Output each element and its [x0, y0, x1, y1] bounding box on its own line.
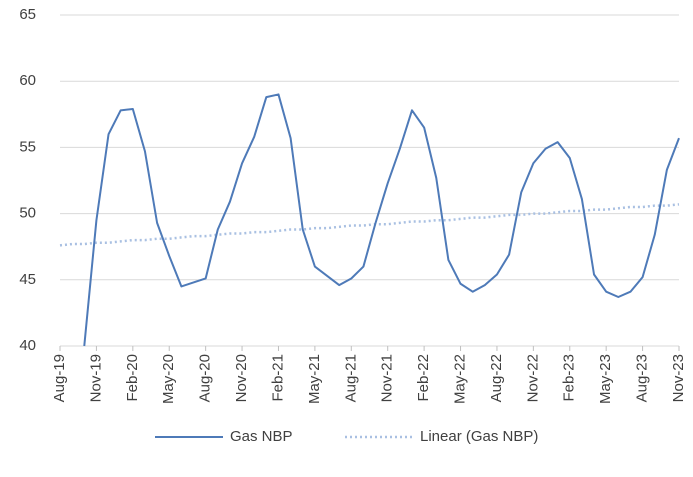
- x-tick-label: Feb-20: [124, 354, 141, 402]
- x-tick-label: Aug-20: [197, 354, 214, 402]
- y-tick-label: 40: [19, 337, 36, 354]
- y-tick-label: 55: [19, 138, 36, 155]
- x-tick-label: Nov-21: [379, 354, 396, 402]
- x-tick-label: Aug-21: [342, 354, 359, 402]
- y-tick-label: 45: [19, 271, 36, 288]
- x-tick-label: Nov-20: [233, 354, 250, 402]
- x-tick-label: Nov-19: [87, 354, 104, 402]
- y-tick-label: 65: [19, 6, 36, 23]
- x-tick-label: Nov-22: [524, 354, 541, 402]
- x-tick-label: May-22: [451, 354, 468, 404]
- x-tick-label: Feb-21: [269, 354, 286, 402]
- y-tick-label: 50: [19, 205, 36, 222]
- legend-label: Gas NBP: [230, 428, 293, 445]
- x-tick-label: Feb-23: [561, 354, 578, 402]
- x-tick-label: Aug-22: [488, 354, 505, 402]
- legend-label: Linear (Gas NBP): [420, 428, 538, 445]
- x-tick-label: Nov-23: [670, 354, 687, 402]
- x-tick-label: May-21: [306, 354, 323, 404]
- x-tick-label: Aug-19: [51, 354, 68, 402]
- x-tick-label: May-20: [160, 354, 177, 404]
- series-line: [83, 93, 680, 347]
- x-tick-label: May-23: [597, 354, 614, 404]
- x-tick-label: Feb-22: [415, 354, 432, 402]
- y-tick-label: 60: [19, 72, 36, 89]
- x-tick-label: Aug-23: [634, 354, 651, 402]
- series-line: [59, 203, 680, 247]
